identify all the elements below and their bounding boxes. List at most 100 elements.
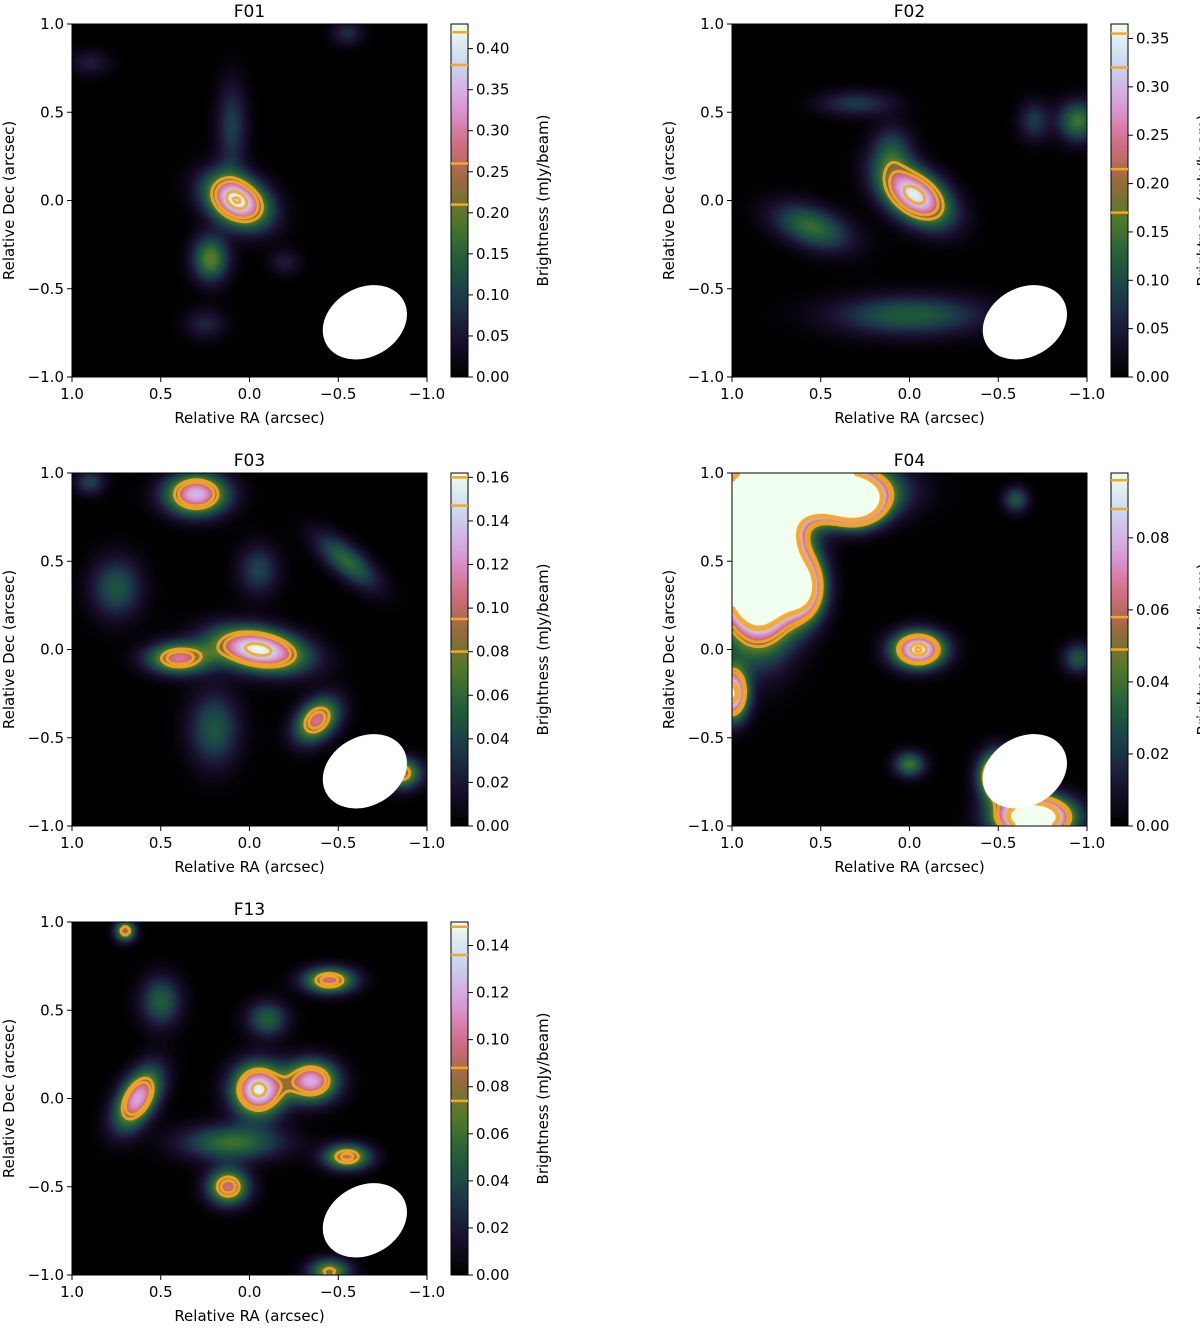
colorbar-tick-label: 0.08 [1136, 529, 1169, 547]
y-tick-label: 1.0 [700, 464, 724, 482]
colorbar-tick-label: 0.10 [1136, 271, 1169, 289]
colorbar-label: Brightness (mJy/beam) [534, 1013, 552, 1185]
colorbar-tick-label: 0.00 [1136, 817, 1169, 835]
colorbar-tick-label: 0.06 [476, 686, 509, 704]
colorbar-tick-label: 0.02 [476, 1219, 509, 1237]
panel-f04: 1.0 0.5 0.0 −0.5 −1.01.00.50.0−0.5−1.0F04Rel… [660, 451, 1200, 876]
x-tick-label: 0.0 [238, 385, 262, 403]
colorbar [450, 921, 469, 1276]
colorbar-tick-label: 0.00 [476, 1266, 509, 1284]
panel-f13: 1.0 0.5 0.0 −0.5 −1.01.00.50.0−0.5−1.0F13Rel… [0, 900, 552, 1325]
colorbar-tick-label: 0.30 [476, 122, 509, 140]
panel-f03: 1.0 0.5 0.0 −0.5 −1.01.00.50.0−0.5−1.0F03Rel… [0, 451, 552, 876]
y-tick-label: −0.5 [28, 1178, 64, 1196]
contour-line [119, 925, 360, 1275]
y-tick-label: 0.5 [40, 552, 64, 570]
contour-line [225, 189, 249, 211]
colorbar-tick-label: 0.02 [476, 773, 509, 791]
x-tick-label: 1.0 [60, 1283, 84, 1301]
y-tick-label: 0.0 [40, 1090, 64, 1108]
x-axis-label: Relative RA (arcsec) [834, 858, 984, 876]
contour-line [882, 160, 945, 221]
x-tick-label: 0.5 [809, 385, 833, 403]
colorbar-tick-label: 0.15 [476, 245, 509, 263]
contour-line [250, 1081, 268, 1098]
colorbar-tick-label: 0.10 [476, 1031, 509, 1049]
x-axis-label: Relative RA (arcsec) [174, 409, 324, 427]
x-axis-label: Relative RA (arcsec) [174, 1307, 324, 1325]
colorbar-tick-label: 0.12 [476, 556, 509, 574]
colorbar-tick-label: 0.12 [476, 984, 509, 1002]
x-tick-label: −1.0 [1069, 834, 1105, 852]
y-axis-label: Relative Dec (arcsec) [0, 121, 18, 280]
x-tick-label: −1.0 [409, 834, 445, 852]
y-tick-label: 0.5 [40, 103, 64, 121]
colorbar-tick-label: 0.06 [476, 1125, 509, 1143]
colorbar-tick-label: 0.14 [476, 512, 509, 530]
colorbar-label: Brightness (mJy/beam) [534, 564, 552, 736]
y-tick-label: 1.0 [40, 15, 64, 33]
contour-line [888, 169, 940, 217]
colorbar-tick-label: 0.08 [476, 1078, 509, 1096]
contours [732, 473, 1073, 826]
x-tick-label: −0.5 [980, 385, 1016, 403]
colorbar-tick-label: 0.08 [476, 643, 509, 661]
x-tick-label: 1.0 [720, 385, 744, 403]
y-tick-label: 0.5 [40, 1001, 64, 1019]
colorbar-label: Brightness (mJy/beam) [1194, 115, 1200, 287]
colorbar-tick-label: 0.00 [476, 817, 509, 835]
colorbar-tick-label: 0.25 [476, 163, 509, 181]
y-axis-label: Relative Dec (arcsec) [660, 121, 678, 280]
x-tick-label: −1.0 [409, 1283, 445, 1301]
beam-ellipse [322, 285, 407, 360]
y-tick-label: 0.0 [700, 641, 724, 659]
y-tick-label: 0.0 [40, 192, 64, 210]
x-tick-label: 1.0 [720, 834, 744, 852]
colorbar-tick-label: 0.16 [476, 468, 509, 486]
colorbar-tick-label: 0.20 [1136, 175, 1169, 193]
x-tick-label: 1.0 [60, 385, 84, 403]
y-tick-label: 1.0 [40, 464, 64, 482]
y-tick-label: 0.0 [40, 641, 64, 659]
colorbar [450, 472, 469, 827]
colorbar-tick-label: 0.00 [476, 368, 509, 386]
colorbar-tick-label: 0.05 [476, 327, 509, 345]
y-tick-label: −0.5 [28, 729, 64, 747]
colorbar-tick-label: 0.14 [476, 937, 509, 955]
y-tick-label: −1.0 [28, 368, 64, 386]
y-tick-label: −1.0 [688, 817, 724, 835]
x-tick-label: −0.5 [980, 834, 1016, 852]
x-tick-label: 0.0 [238, 834, 262, 852]
colorbar-tick-label: 0.05 [1136, 320, 1169, 338]
contour-line [123, 974, 355, 1195]
beam-ellipse [982, 285, 1067, 360]
beam-ellipse [982, 734, 1067, 809]
colorbar [1110, 23, 1129, 378]
contours [119, 925, 360, 1275]
contour-line [210, 175, 264, 224]
colorbar-tick-label: 0.30 [1136, 78, 1169, 96]
contour-line [160, 478, 412, 782]
contours [882, 160, 945, 221]
y-axis-label: Relative Dec (arcsec) [660, 570, 678, 729]
colorbar-tick-label: 0.00 [1136, 368, 1169, 386]
panel-title: F04 [894, 451, 925, 471]
x-axis-label: Relative RA (arcsec) [834, 409, 984, 427]
x-tick-label: 1.0 [60, 834, 84, 852]
y-tick-label: −0.5 [28, 280, 64, 298]
contour-line [214, 179, 260, 220]
y-tick-label: 1.0 [40, 913, 64, 931]
x-tick-label: −0.5 [320, 385, 356, 403]
panel-title: F03 [234, 451, 265, 471]
panel-title: F01 [234, 2, 265, 22]
panel-title: F02 [894, 2, 925, 22]
y-tick-label: 1.0 [700, 15, 724, 33]
contour-line [902, 184, 927, 205]
x-tick-label: −1.0 [409, 385, 445, 403]
y-tick-label: −0.5 [688, 729, 724, 747]
colorbar-label: Brightness (mJy/beam) [1194, 564, 1200, 736]
y-tick-label: −1.0 [28, 1266, 64, 1284]
contour-line [231, 196, 242, 205]
y-axis-label: Relative Dec (arcsec) [0, 570, 18, 729]
